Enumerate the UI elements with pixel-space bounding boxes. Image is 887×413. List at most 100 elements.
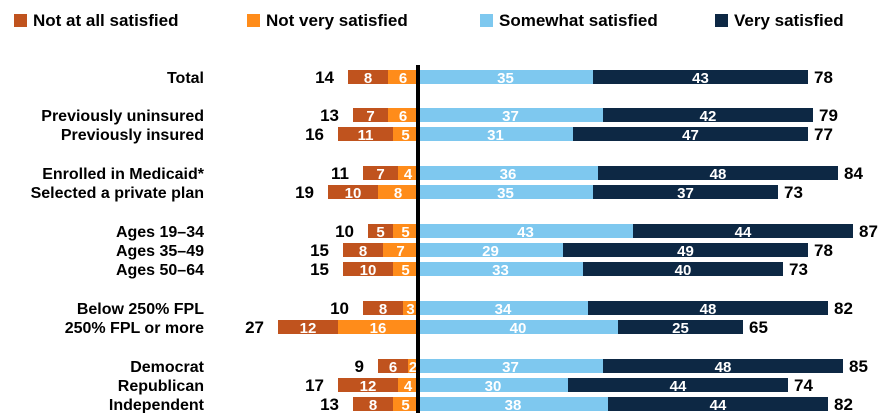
bar-not-at-all-satisfied-8 [343, 262, 393, 276]
bar-not-very-satisfied-13 [393, 397, 418, 411]
bar-somewhat-satisfied-2 [418, 108, 603, 122]
category-label-3: Previously insured [61, 127, 204, 144]
data-label-very-9: 48 [700, 301, 717, 318]
bar-not-very-satisfied-5 [378, 185, 418, 199]
data-label-not-at-all-12: 12 [360, 378, 377, 395]
bar-very-satisfied-11 [603, 359, 843, 373]
data-label-not-at-all-4: 7 [376, 166, 384, 183]
data-label-somewhat-1: 35 [497, 70, 514, 87]
data-label-very-7: 49 [677, 243, 694, 260]
data-label-not-at-all-9: 8 [379, 301, 387, 318]
data-label-somewhat-5: 35 [497, 185, 514, 202]
data-label-somewhat-11: 37 [502, 359, 519, 376]
bar-very-satisfied-5 [593, 185, 778, 199]
bar-very-satisfied-3 [573, 127, 808, 141]
negative-total-13: 13 [320, 395, 339, 413]
data-label-not-at-all-7: 8 [359, 243, 367, 260]
positive-total-5: 73 [784, 183, 803, 202]
category-label-7: Ages 35–49 [116, 243, 204, 260]
data-label-not-very-8: 5 [401, 262, 409, 279]
bar-not-very-satisfied-2 [388, 108, 418, 122]
bar-somewhat-satisfied-8 [418, 262, 583, 276]
bar-not-at-all-satisfied-4 [363, 166, 398, 180]
negative-total-12: 17 [305, 376, 324, 395]
data-label-very-11: 48 [715, 359, 732, 376]
bar-somewhat-satisfied-10 [418, 320, 618, 334]
bar-very-satisfied-8 [583, 262, 783, 276]
data-label-somewhat-2: 37 [502, 108, 519, 125]
category-label-12: Republican [118, 378, 204, 395]
bar-not-at-all-satisfied-3 [338, 127, 393, 141]
bar-not-very-satisfied-4 [398, 166, 418, 180]
negative-total-1: 14 [315, 68, 334, 87]
data-label-not-at-all-1: 8 [364, 70, 372, 87]
legend-label-2: Not very satisfied [266, 11, 408, 30]
positive-total-12: 74 [794, 376, 813, 395]
positive-total-7: 78 [814, 241, 833, 260]
bar-very-satisfied-9 [588, 301, 828, 315]
data-label-not-very-1: 6 [399, 70, 407, 87]
bar-not-at-all-satisfied-1 [348, 70, 388, 84]
negative-total-8: 15 [310, 260, 329, 279]
positive-total-3: 77 [814, 125, 833, 144]
bar-very-satisfied-4 [598, 166, 838, 180]
data-label-not-at-all-6: 5 [376, 224, 384, 241]
negative-total-4: 11 [331, 164, 349, 183]
data-label-not-at-all-5: 10 [345, 185, 362, 202]
data-label-not-very-5: 8 [394, 185, 402, 202]
data-label-somewhat-10: 40 [510, 320, 527, 337]
category-label-2: Previously uninsured [41, 108, 204, 125]
data-label-not-very-4: 4 [404, 166, 413, 183]
bar-very-satisfied-1 [593, 70, 808, 84]
data-label-very-2: 42 [700, 108, 717, 125]
positive-total-11: 85 [849, 357, 868, 376]
bar-somewhat-satisfied-11 [418, 359, 603, 373]
data-label-not-very-9: 3 [406, 301, 414, 318]
data-label-not-at-all-11: 6 [389, 359, 397, 376]
bar-not-very-satisfied-3 [393, 127, 418, 141]
data-label-not-very-2: 6 [399, 108, 407, 125]
bar-somewhat-satisfied-4 [418, 166, 598, 180]
negative-total-2: 13 [320, 106, 339, 125]
negative-total-9: 10 [330, 299, 349, 318]
data-label-not-at-all-8: 10 [360, 262, 377, 279]
positive-total-8: 73 [789, 260, 808, 279]
data-label-not-very-10: 16 [370, 320, 387, 337]
bar-somewhat-satisfied-9 [418, 301, 588, 315]
category-label-10: 250% FPL or more [65, 320, 204, 337]
category-label-8: Ages 50–64 [116, 262, 204, 279]
bar-not-at-all-satisfied-11 [378, 359, 408, 373]
bar-not-very-satisfied-9 [403, 301, 418, 315]
data-label-somewhat-6: 43 [517, 224, 534, 241]
bar-not-at-all-satisfied-10 [278, 320, 338, 334]
bar-not-at-all-satisfied-2 [353, 108, 388, 122]
data-label-not-at-all-2: 7 [366, 108, 374, 125]
bar-very-satisfied-2 [603, 108, 813, 122]
data-label-very-1: 43 [692, 70, 709, 87]
data-label-somewhat-3: 31 [487, 127, 504, 144]
bar-somewhat-satisfied-3 [418, 127, 573, 141]
bar-somewhat-satisfied-5 [418, 185, 593, 199]
category-label-5: Selected a private plan [31, 185, 204, 202]
bar-not-very-satisfied-7 [383, 243, 418, 257]
data-label-somewhat-4: 36 [500, 166, 517, 183]
negative-total-10: 27 [245, 318, 264, 337]
positive-total-2: 79 [819, 106, 838, 125]
positive-total-4: 84 [844, 164, 863, 183]
category-label-6: Ages 19–34 [116, 224, 204, 241]
bar-somewhat-satisfied-12 [418, 378, 568, 392]
data-label-very-6: 44 [735, 224, 752, 241]
data-label-somewhat-9: 34 [495, 301, 512, 318]
bar-very-satisfied-13 [608, 397, 828, 411]
legend-swatch-2 [247, 14, 260, 27]
data-label-not-very-3: 5 [401, 127, 409, 144]
positive-total-10: 65 [749, 318, 768, 337]
data-label-not-at-all-13: 8 [369, 397, 377, 413]
negative-total-11: 9 [355, 357, 364, 376]
negative-total-7: 15 [310, 241, 329, 260]
legend-swatch-1 [14, 14, 27, 27]
legend-swatch-4 [715, 14, 728, 27]
bar-not-very-satisfied-8 [393, 262, 418, 276]
data-label-not-very-13: 5 [401, 397, 409, 413]
legend-label-3: Somewhat satisfied [499, 11, 658, 30]
